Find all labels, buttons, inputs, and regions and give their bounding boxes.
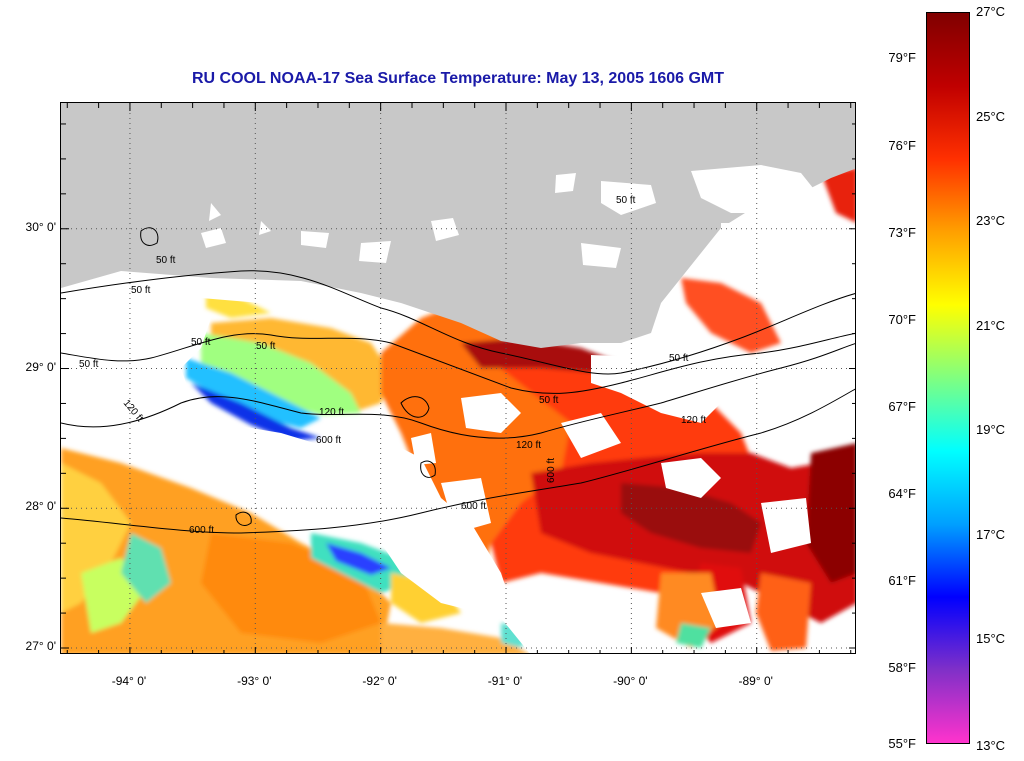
- lake: [555, 173, 576, 193]
- longitude-tick-label: -94° 0': [111, 674, 147, 688]
- lake: [581, 243, 621, 268]
- contour-50ft: [61, 332, 855, 394]
- lake: [209, 203, 221, 221]
- contour-label: 50 ft: [156, 255, 176, 266]
- temperature-colorbar: [926, 12, 970, 744]
- contour-label: 50 ft: [539, 395, 559, 406]
- colorbar-fahrenheit-label: 61°F: [888, 573, 916, 589]
- contour-loop: [400, 396, 430, 418]
- contour-label: 600 ft: [189, 525, 214, 536]
- contour-label: 600 ft: [316, 435, 341, 446]
- contour-label: 600 ft: [461, 501, 486, 512]
- lake: [431, 218, 459, 241]
- sst-patch: [821, 168, 855, 223]
- latitude-tick-label: 28° 0': [25, 499, 56, 514]
- longitude-tick-label: -93° 0': [237, 674, 272, 688]
- contour-labels: 50 ft 50 ft 50 ft 50 ft 50 ft 50 ft 50 f…: [79, 195, 706, 536]
- cloud-gap: [411, 433, 436, 465]
- contour-label: 50 ft: [256, 341, 276, 352]
- graticule: [61, 103, 855, 653]
- lake: [601, 181, 656, 215]
- colorbar-celsius-label: 13°C: [976, 738, 1006, 753]
- lake: [691, 165, 821, 213]
- colorbar-fahrenheit-label: 79°F: [888, 50, 916, 66]
- sst-patch: [201, 333, 361, 415]
- sst-patch: [61, 463, 131, 613]
- colorbar-fahrenheit-label: 64°F: [888, 486, 916, 502]
- colorbar-fahrenheit-label: 73°F: [888, 224, 916, 240]
- latitude-tick-label: 30° 0': [25, 219, 56, 234]
- colorbar-fahrenheit-label: 67°F: [888, 399, 916, 415]
- contour-50ft: [61, 270, 855, 375]
- contour-loop: [140, 227, 159, 246]
- cloud-gap: [761, 498, 811, 553]
- colorbar-celsius-label: 23°C: [976, 213, 1006, 229]
- colorbar-celsius-label: 15°C: [976, 631, 1006, 647]
- sst-patch: [391, 573, 461, 623]
- lake: [301, 231, 329, 248]
- sst-patch: [191, 383, 321, 441]
- sst-patch: [806, 443, 855, 583]
- contour-label: 120 ft: [319, 407, 344, 418]
- contour-loop: [235, 511, 252, 526]
- axis-ticks: [61, 103, 855, 653]
- contour-label: 50 ft: [669, 353, 689, 364]
- cloud-gap: [701, 588, 751, 628]
- cloud-gap: [561, 413, 621, 458]
- contour-label: 50 ft: [79, 359, 99, 370]
- sst-patch: [381, 623, 528, 653]
- colorbar-fahrenheit-label: 58°F: [888, 660, 916, 676]
- sst-patch: [121, 533, 171, 603]
- land-mass: [61, 103, 855, 348]
- contour-label: 120 ft: [516, 440, 541, 451]
- lake: [259, 221, 271, 235]
- colorbar-celsius-label: 27°C: [976, 4, 1006, 19]
- contour-label: 600 ft: [546, 458, 557, 483]
- sst-map-canvas: 50 ft 50 ft 50 ft 50 ft 50 ft 50 ft 50 f…: [61, 103, 855, 653]
- sst-patch: [756, 573, 811, 651]
- sst-patch: [201, 533, 381, 643]
- sst-patch: [326, 543, 391, 575]
- sst-patch: [676, 623, 711, 648]
- map-title: RU COOL NOAA-17 Sea Surface Temperature:…: [191, 70, 725, 87]
- longitude-tick-label: -91° 0': [487, 674, 523, 688]
- colorbar-celsius-label: 21°C: [976, 317, 1006, 333]
- cloud-gap: [61, 298, 560, 653]
- colorbar-celsius-label: 17°C: [976, 526, 1006, 542]
- sst-field: [61, 168, 855, 653]
- sst-patch: [461, 338, 621, 373]
- coastal-water-gaps: [201, 165, 821, 268]
- contour-label: 50 ft: [616, 195, 636, 206]
- latitude-tick-label: 27° 0': [25, 639, 56, 653]
- contour-loop: [420, 460, 436, 478]
- sst-patch: [621, 483, 761, 553]
- contour-600ft: [61, 388, 855, 534]
- cloud-gap: [441, 478, 491, 533]
- sst-patch: [681, 278, 781, 353]
- cloud-gap: [661, 458, 721, 498]
- lake: [201, 228, 226, 248]
- colorbar-celsius-label: 19°C: [976, 422, 1006, 438]
- colorbar-celsius-label: 25°C: [976, 108, 1006, 124]
- bathymetry-contours: [61, 227, 855, 534]
- colorbar-fahrenheit-label: 55°F: [888, 736, 916, 751]
- contour-label: 50 ft: [131, 285, 151, 296]
- longitude-tick-label: -89° 0': [738, 674, 773, 688]
- lake: [359, 241, 391, 263]
- lake: [721, 223, 771, 261]
- longitude-tick-label: -92° 0': [362, 674, 397, 688]
- contour-120ft: [61, 343, 855, 439]
- cloud-gap: [61, 278, 391, 343]
- contour-label: 120 ft: [681, 415, 706, 426]
- colorbar-fahrenheit-label: 70°F: [888, 311, 916, 327]
- contour-label: 50 ft: [191, 337, 211, 348]
- latitude-tick-label: 29° 0': [25, 359, 56, 374]
- colorbar-fahrenheit-label: 76°F: [888, 137, 916, 153]
- sst-map: 50 ft 50 ft 50 ft 50 ft 50 ft 50 ft 50 f…: [60, 102, 856, 654]
- land: [61, 103, 855, 348]
- sst-patch: [186, 358, 321, 428]
- longitude-tick-label: -90° 0': [613, 674, 648, 688]
